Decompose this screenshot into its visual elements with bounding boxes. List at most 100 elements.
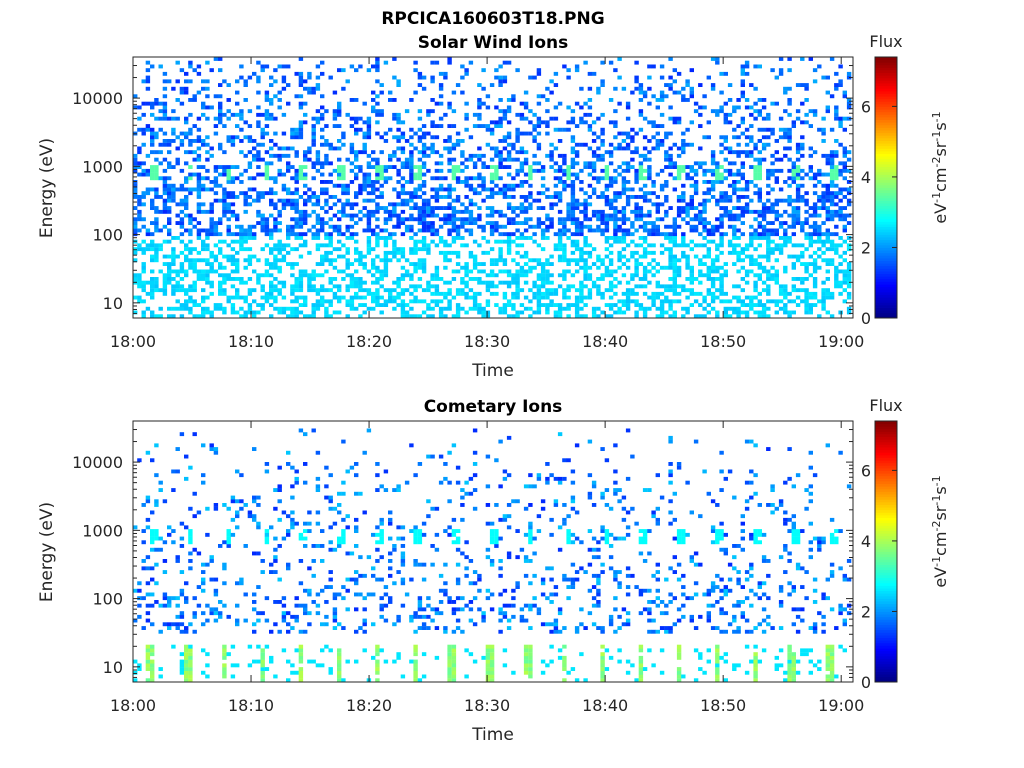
- heatmap-cell: [766, 221, 771, 225]
- heatmap-cell: [689, 202, 694, 207]
- heatmap-cell: [825, 239, 830, 244]
- heatmap-cell: [740, 150, 745, 155]
- heatmap-cell: [515, 127, 520, 132]
- heatmap-cell: [511, 187, 516, 192]
- heatmap-cell: [328, 195, 333, 199]
- heatmap-cell: [647, 139, 652, 143]
- heatmap-cell: [702, 202, 707, 207]
- heatmap-cell: [222, 288, 227, 293]
- heatmap-cell: [218, 280, 223, 285]
- heatmap-cell: [383, 228, 389, 233]
- heatmap-cell: [672, 217, 677, 222]
- heatmap-cell: [800, 277, 805, 281]
- heatmap-cell: [226, 536, 231, 541]
- heatmap-cell: [154, 473, 159, 478]
- heatmap-cell: [812, 303, 818, 307]
- heatmap-cell: [443, 112, 448, 117]
- heatmap-cell: [307, 273, 312, 278]
- heatmap-cell: [273, 262, 278, 266]
- heatmap-cell: [443, 206, 448, 210]
- heatmap-cell: [596, 284, 601, 289]
- heatmap-cell: [158, 161, 163, 166]
- heatmap-cell: [468, 157, 474, 162]
- heatmap-cell: [761, 306, 767, 311]
- heatmap-cell: [362, 146, 367, 151]
- heatmap-cell: [825, 90, 830, 95]
- heatmap-cell: [315, 299, 321, 304]
- colorbar-swatch: [875, 286, 897, 290]
- heatmap-cell: [303, 86, 308, 91]
- colorbar-swatch: [875, 77, 897, 81]
- heatmap-cell: [154, 503, 159, 507]
- heatmap-cell: [320, 112, 325, 117]
- heatmap-cell: [162, 142, 168, 147]
- heatmap-cell: [472, 165, 478, 169]
- heatmap-cell: [239, 109, 244, 114]
- heatmap-cell: [171, 284, 176, 289]
- heatmap-cell: [226, 195, 231, 199]
- heatmap-cell: [158, 109, 163, 114]
- heatmap-cell: [328, 236, 333, 240]
- heatmap-cell: [154, 547, 159, 552]
- heatmap-cell: [430, 176, 435, 181]
- heatmap-cell: [766, 191, 771, 196]
- heatmap-cell: [430, 224, 435, 229]
- heatmap-cell: [354, 306, 359, 311]
- heatmap-cell: [294, 153, 299, 158]
- heatmap-cell: [583, 206, 588, 210]
- heatmap-cell: [477, 213, 482, 218]
- heatmap-cell: [506, 314, 512, 319]
- heatmap-cell: [375, 168, 380, 173]
- heatmap-cell: [294, 206, 299, 210]
- heatmap-cell: [371, 157, 376, 162]
- heatmap-cell: [447, 306, 452, 311]
- heatmap-cell: [617, 258, 622, 263]
- heatmap-cell: [621, 191, 627, 196]
- heatmap-cell: [498, 209, 503, 214]
- heatmap-cell: [294, 295, 299, 300]
- heatmap-cell: [409, 150, 414, 155]
- heatmap-cell: [659, 94, 665, 99]
- heatmap-cell: [154, 499, 159, 504]
- heatmap-cell: [536, 299, 542, 304]
- colorbar-swatch: [875, 281, 897, 285]
- heatmap-cell: [426, 213, 431, 218]
- heatmap-cell: [256, 221, 261, 225]
- heatmap-cell: [196, 191, 202, 196]
- heatmap-cell: [400, 202, 406, 207]
- heatmap-cell: [337, 269, 342, 274]
- heatmap-cell: [277, 198, 282, 203]
- heatmap-cell: [528, 120, 533, 125]
- heatmap-cell: [698, 146, 703, 151]
- heatmap-cell: [269, 139, 274, 143]
- heatmap-cell: [689, 165, 694, 169]
- heatmap-cell: [817, 232, 822, 237]
- heatmap-cell: [341, 254, 346, 259]
- heatmap-cell: [290, 127, 295, 132]
- heatmap-cell: [235, 469, 240, 474]
- heatmap-cell: [320, 273, 325, 278]
- heatmap-cell: [320, 206, 325, 210]
- heatmap-cell: [672, 284, 677, 289]
- heatmap-cell: [770, 153, 775, 158]
- colorbar-tick-label: 0: [861, 309, 871, 328]
- heatmap-cell: [766, 314, 771, 319]
- heatmap-cell: [196, 146, 202, 151]
- panel-title: Solar Wind Ions: [418, 33, 569, 53]
- heatmap-cell: [562, 295, 567, 300]
- heatmap-cell: [562, 168, 567, 173]
- heatmap-cell: [749, 306, 754, 311]
- heatmap-cell: [757, 168, 762, 173]
- heatmap-cell: [379, 165, 384, 169]
- heatmap-cell: [676, 284, 682, 289]
- heatmap-cell: [834, 116, 839, 121]
- heatmap-cell: [247, 195, 253, 199]
- heatmap-cell: [477, 183, 482, 188]
- heatmap-cell: [579, 209, 584, 214]
- heatmap-cell: [392, 112, 397, 117]
- heatmap-cell: [553, 176, 559, 181]
- heatmap-cell: [515, 172, 520, 177]
- heatmap-cell: [506, 98, 512, 102]
- heatmap-cell: [672, 269, 677, 274]
- heatmap-cell: [736, 206, 741, 210]
